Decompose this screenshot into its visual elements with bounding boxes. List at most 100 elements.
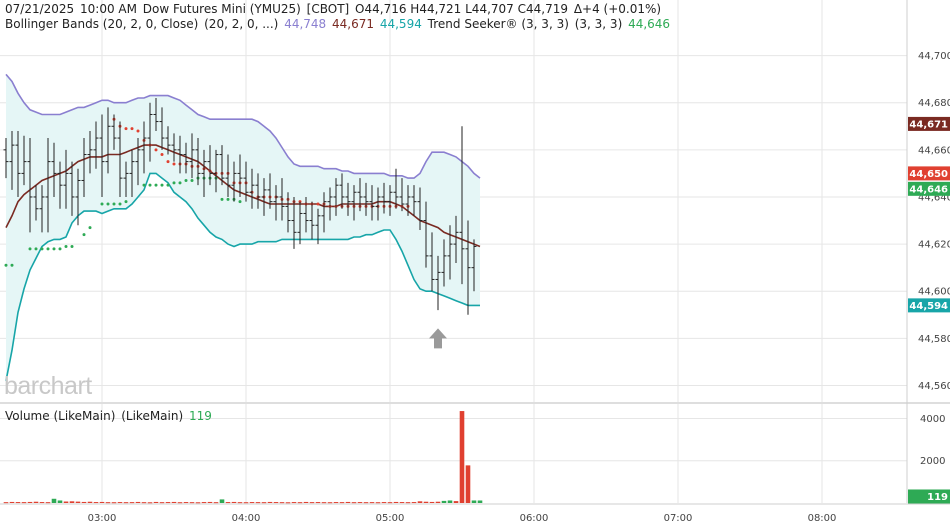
ohlc-bar: [381, 182, 387, 214]
trend-seeker-dot-green: [184, 178, 188, 182]
trend-seeker-red-badge-bg: [908, 166, 950, 181]
ohlc-bar: [93, 121, 99, 169]
trend-seeker-dot-green: [10, 263, 14, 267]
volume-bar: [453, 501, 459, 503]
volume-label[interactable]: Volume (LikeMain): [5, 409, 116, 423]
ohlc-bar: [201, 149, 207, 197]
header-time: 10:00 AM: [80, 2, 137, 16]
volume-badge-text: 119: [927, 492, 948, 503]
ohlc-bar: [75, 168, 81, 226]
time-tick-label: 08:00: [808, 513, 837, 524]
volume-bar: [87, 501, 93, 503]
volume-bar: [237, 502, 243, 504]
volume-bar: [165, 502, 171, 504]
volume-bar: [159, 502, 165, 504]
ts-label[interactable]: Trend Seeker® (3, 3, 3): [427, 17, 569, 31]
volume-bar: [249, 502, 255, 504]
volume-bar: [33, 501, 39, 503]
volume-bar: [177, 502, 183, 504]
time-tick-label: 04:00: [232, 513, 261, 524]
trend-seeker-dot-green: [4, 263, 8, 267]
trend-seeker-dot-green: [40, 247, 44, 251]
volume-bar: [27, 501, 33, 503]
volume-bar: [9, 501, 15, 503]
ohlc-bar: [297, 201, 303, 245]
volume-bar: [393, 501, 399, 503]
trend-seeker-dot-green: [160, 183, 164, 187]
trend-seeker-dot-green: [166, 183, 170, 187]
ohlc-bar: [357, 178, 363, 212]
trend-seeker-dot-red: [130, 127, 134, 131]
volume-bar: [447, 500, 453, 503]
header-line-2: Bollinger Bands (20, 2, 0, Close) (20, 2…: [5, 17, 672, 31]
volume-bar: [225, 502, 231, 504]
ohlc-bar: [369, 185, 375, 221]
ohlc-bar: [141, 121, 147, 174]
volume-bar: [321, 502, 327, 504]
up-arrow-icon: [429, 328, 447, 349]
trend-seeker-dot-green: [106, 202, 110, 206]
volume-bar: [465, 465, 471, 503]
volume-bar: [117, 502, 123, 504]
volume-bar: [411, 502, 417, 504]
price-tick-label: 44,620: [918, 240, 950, 251]
ohlc-bar: [435, 255, 441, 311]
trend-seeker-dot-green: [52, 247, 56, 251]
volume-bar: [213, 502, 219, 504]
volume-bar: [399, 502, 405, 504]
volume-header: Volume (LikeMain) (LikeMain) 119: [5, 409, 214, 423]
time-tick-label: 05:00: [376, 513, 405, 524]
ohlc-bar: [195, 138, 201, 186]
volume-bar: [171, 501, 177, 503]
ohlc-bar: [117, 121, 123, 197]
ohlc-bar: [405, 185, 411, 216]
price-tick-label: 44,700: [918, 51, 950, 62]
ohlc-bar: [261, 178, 267, 216]
trend-seeker-green-badge: 44,646: [908, 181, 950, 196]
volume-tick-label: 4000: [920, 414, 945, 425]
ohlc-bar: [375, 187, 381, 221]
ohlc-bar: [459, 126, 465, 285]
volume-bar: [15, 502, 21, 504]
trend-seeker-dot-green: [58, 247, 62, 251]
trend-seeker-dot-green: [142, 183, 146, 187]
header-symbol[interactable]: Dow Futures Mini (YMU25): [142, 2, 301, 16]
ohlc-bar: [417, 187, 423, 230]
trend-seeker-dot-green: [112, 202, 116, 206]
up-arrow-shape: [429, 328, 447, 349]
bb-lower-badge-text: 44,594: [909, 301, 948, 312]
volume-bar: [99, 501, 105, 503]
ohlc-bar: [285, 192, 291, 233]
volume-bar: [231, 501, 237, 503]
ohlc-bar: [429, 232, 435, 292]
bb-label[interactable]: Bollinger Bands (20, 2, 0, Close): [5, 17, 199, 31]
ohlc-bar: [309, 201, 315, 240]
ohlc-bar: [393, 168, 399, 209]
ohlc-bar: [315, 208, 321, 245]
ohlc-bar: [51, 142, 57, 197]
ohlc-bar: [165, 126, 171, 155]
bb-mid-badge-bg: [908, 116, 950, 131]
ts-params: (3, 3, 3): [574, 17, 623, 31]
trend-seeker-dot-green: [64, 244, 68, 248]
trend-seeker-dot-green: [70, 244, 74, 248]
volume-bar: [387, 502, 393, 504]
ohlc-bars: [3, 97, 477, 315]
ohlc-bar: [27, 138, 33, 233]
volume-tick-label: 2000: [920, 456, 945, 467]
ohlc-bar: [423, 201, 429, 268]
ohlc-bar: [123, 161, 129, 197]
ohlc-bar: [333, 178, 339, 216]
trend-seeker-dot-green: [28, 247, 32, 251]
ohlc-bar: [63, 149, 69, 209]
ohlc-bar: [45, 138, 51, 233]
volume-bar: [57, 500, 63, 503]
volume-bar: [21, 502, 27, 504]
trend-seeker-dot-green: [220, 197, 224, 201]
volume-value: 119: [188, 409, 212, 423]
ohlc-bar: [363, 182, 369, 216]
time-tick-label: 03:00: [88, 513, 117, 524]
volume-bar: [45, 502, 51, 504]
ohlc-bar: [33, 185, 39, 221]
price-tick-label: 44,600: [918, 287, 950, 298]
